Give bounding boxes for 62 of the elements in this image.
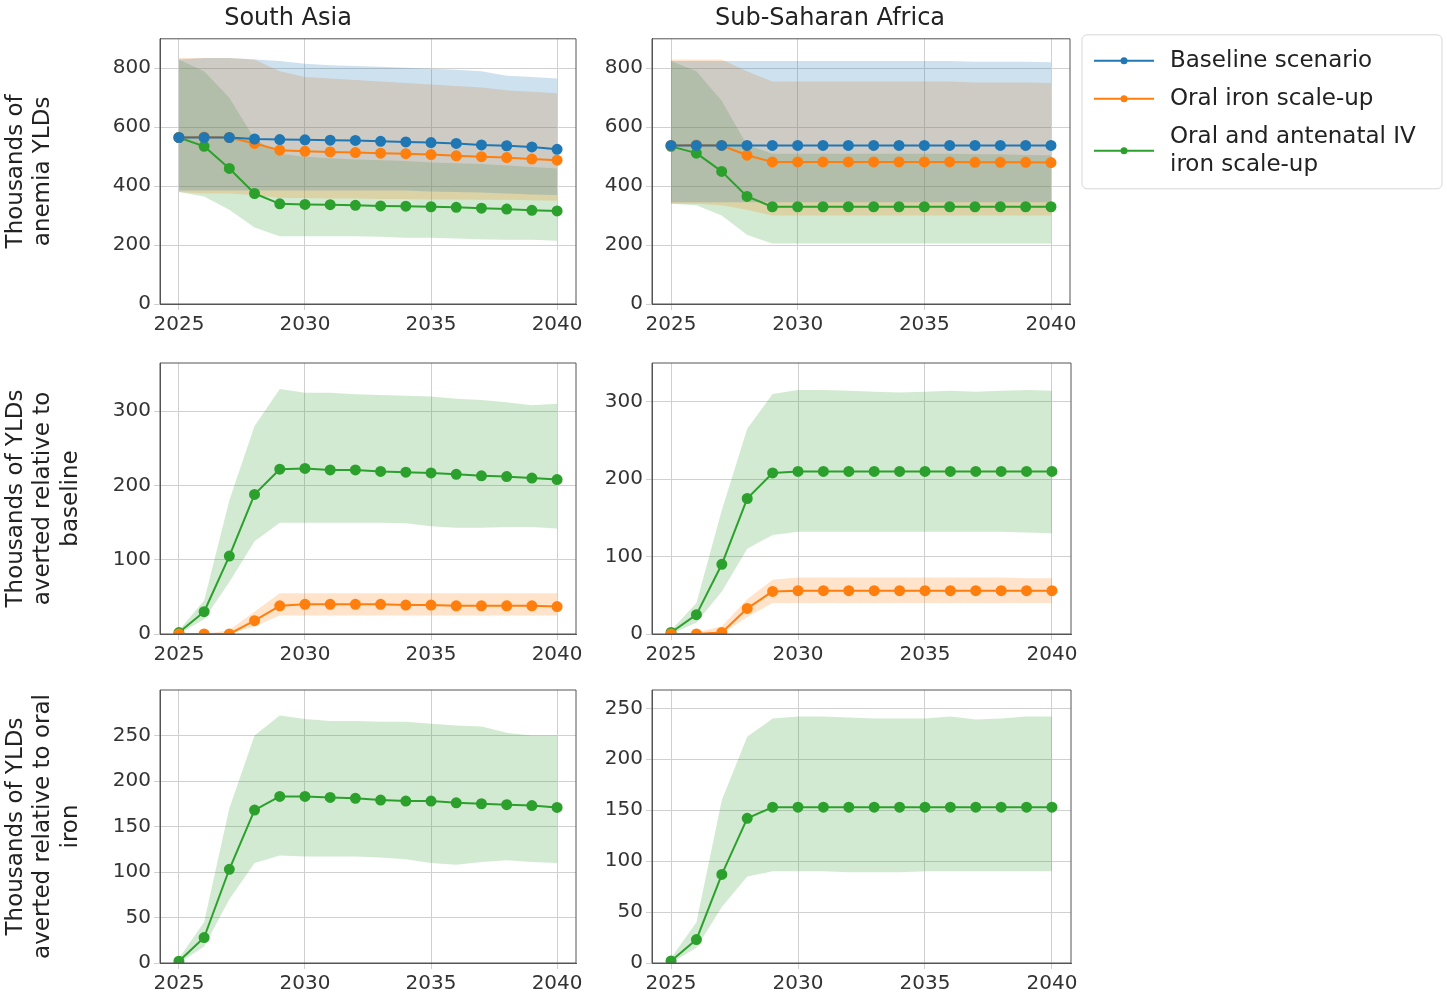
y-axis-title: Thousands of YLDs averted relative to oral iron	[0, 694, 82, 959]
x-tick-label: 2040	[531, 970, 583, 995]
y-axis-title: Thousands of anemia YLDs	[0, 93, 55, 250]
y-tick-label: 800	[112, 54, 151, 79]
x-tick-label: 2030	[772, 970, 824, 995]
y-tick-label: 50	[125, 903, 151, 928]
x-tick-label: 2035	[405, 641, 457, 666]
chart-title: South Asia	[224, 2, 352, 31]
x-tick-label: 2025	[645, 970, 697, 995]
y-tick-label: 200	[604, 231, 643, 256]
y-tick-label: 250	[604, 694, 643, 719]
chart-title: Sub-Saharan Africa	[714, 2, 946, 31]
y-tick-label: 200	[112, 767, 151, 792]
x-tick-label: 2025	[153, 970, 205, 995]
x-tick-label: 2030	[279, 311, 331, 336]
y-tick-label: 0	[630, 290, 643, 315]
y-tick-label: 0	[138, 290, 151, 315]
x-tick-label: 2040	[531, 641, 583, 666]
x-tick-label: 2025	[645, 641, 697, 666]
y-axis-title: Thousands of YLDs averted relative to baseline	[0, 389, 82, 609]
x-tick-label: 2025	[153, 641, 205, 666]
x-tick-label: 2035	[405, 970, 457, 995]
x-tick-label: 2040	[531, 311, 583, 336]
y-tick-label: 800	[604, 54, 643, 79]
y-tick-label: 200	[604, 745, 643, 770]
x-tick-label: 2035	[898, 311, 950, 336]
x-tick-label: 2035	[899, 970, 951, 995]
x-tick-label: 2035	[405, 311, 457, 336]
x-tick-label: 2040	[1025, 311, 1077, 336]
y-tick-label: 100	[112, 545, 151, 570]
legend-label: Oral and antenatal IV iron scale-up	[1170, 121, 1417, 176]
legend-label: Baseline scenario	[1170, 45, 1373, 72]
y-tick-label: 300	[604, 387, 643, 412]
y-tick-label: 250	[112, 721, 151, 746]
y-tick-label: 0	[138, 949, 151, 974]
y-tick-label: 0	[630, 620, 643, 645]
x-tick-label: 2030	[772, 641, 824, 666]
y-tick-label: 0	[630, 949, 643, 974]
x-tick-label: 2030	[279, 970, 331, 995]
y-tick-label: 400	[112, 172, 151, 197]
y-tick-label: 100	[604, 847, 643, 872]
y-tick-label: 400	[604, 172, 643, 197]
legend-label: Oral iron scale-up	[1170, 83, 1374, 110]
y-tick-label: 100	[112, 858, 151, 883]
y-tick-label: 100	[604, 542, 643, 567]
x-tick-label: 2025	[645, 311, 697, 336]
x-tick-label: 2030	[772, 311, 824, 336]
x-tick-label: 2025	[153, 311, 205, 336]
x-tick-label: 2040	[1026, 641, 1078, 666]
y-tick-label: 50	[617, 898, 643, 923]
y-tick-label: 150	[112, 812, 151, 837]
y-tick-label: 600	[112, 113, 151, 138]
y-tick-label: 600	[604, 113, 643, 138]
y-tick-label: 200	[604, 465, 643, 490]
x-tick-label: 2035	[899, 641, 951, 666]
y-tick-label: 200	[112, 471, 151, 496]
y-tick-label: 150	[604, 796, 643, 821]
y-tick-label: 0	[138, 620, 151, 645]
y-tick-label: 200	[112, 231, 151, 256]
y-tick-label: 300	[112, 397, 151, 422]
x-tick-label: 2030	[279, 641, 331, 666]
x-tick-label: 2040	[1026, 970, 1078, 995]
